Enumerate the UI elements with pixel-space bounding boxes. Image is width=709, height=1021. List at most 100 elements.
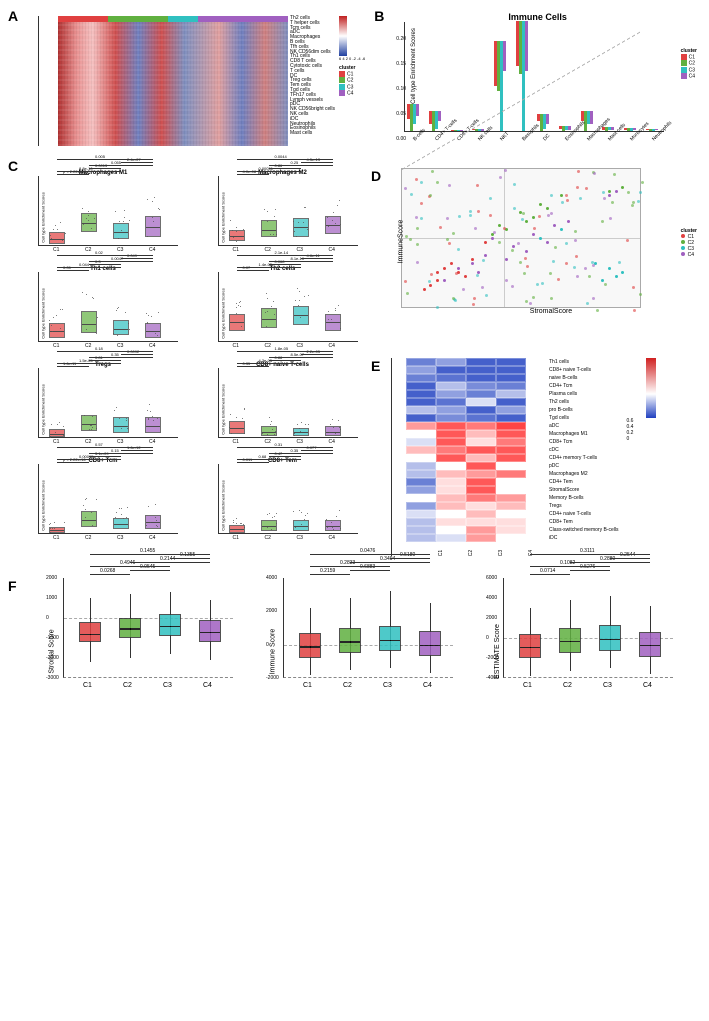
x-label: C3 [603, 682, 612, 689]
scatter-point [532, 233, 535, 236]
boxplot-f: ESTIMATE Score-4000-20000200040006000C1C… [468, 578, 688, 718]
y-label: Immune Score [269, 629, 276, 675]
box [599, 625, 621, 651]
y-tick: 4000 [266, 575, 277, 581]
scatter-point [471, 262, 474, 265]
boxplot: CD8+ TemCell type Enrichment Scores0.011… [198, 458, 368, 548]
heatmap-cell [466, 518, 496, 526]
heatmap-cell [496, 454, 526, 462]
p-value: 0.055 [111, 160, 121, 165]
x-label: C1 [53, 247, 59, 253]
bar-group [494, 41, 506, 131]
col-label: C4 [528, 538, 534, 568]
p-value: 0.02 [95, 250, 103, 255]
heatmap-cell [406, 478, 436, 486]
p-value: 0.31 [275, 442, 283, 447]
scatter-point [423, 288, 426, 291]
x-label: C4 [149, 439, 155, 445]
heatmap-a-body [58, 22, 288, 146]
x-label: C1 [53, 343, 59, 349]
x-label: C3 [297, 343, 303, 349]
legend-item: C4 [681, 73, 697, 79]
panel-a-label: A [8, 8, 18, 24]
box [299, 633, 321, 658]
scatter-point [512, 245, 515, 248]
heatmap-cell [496, 470, 526, 478]
scatter-plot-d [401, 168, 641, 308]
heatmap-cell [436, 414, 466, 422]
scatter-point [525, 220, 528, 223]
y-tick: -3000 [46, 675, 59, 681]
heatmap-cell [436, 502, 466, 510]
x-label: C4 [643, 682, 652, 689]
row-label: pDC [549, 462, 618, 470]
p-value: 0.15 [111, 448, 119, 453]
p-value: 0.35 [111, 352, 119, 357]
x-label: C4 [149, 343, 155, 349]
box [293, 520, 309, 531]
heatmap-cell [436, 358, 466, 366]
box [339, 628, 361, 653]
p-value: 0.0714 [540, 568, 555, 574]
row-label: Th1 cells [549, 358, 618, 366]
scatter-point [532, 216, 535, 219]
heatmap-cell [466, 454, 496, 462]
scatter-ylabel: ImmuneScore [397, 220, 404, 264]
x-label: C3 [163, 682, 172, 689]
y-tick: 0 [46, 615, 49, 621]
row-label: Tregs [549, 502, 618, 510]
scatter-point [484, 241, 487, 244]
p-value: 0.4946 [120, 560, 135, 566]
heatmap-cell [466, 406, 496, 414]
row-label: Memory B-cells [549, 494, 618, 502]
colorbar-icon [339, 16, 347, 56]
row-label: CD4+ naive T-cells [549, 510, 618, 518]
p-value: 0.5276 [580, 564, 595, 570]
box [261, 520, 277, 531]
x-label: C4 [203, 682, 212, 689]
heatmap-cell [496, 430, 526, 438]
heatmap-cell [436, 478, 466, 486]
x-label: C3 [117, 247, 123, 253]
heatmap-cell [406, 358, 436, 366]
bar [655, 129, 658, 131]
bar-group [407, 104, 419, 132]
p-value: 0.2833 [340, 560, 355, 566]
p-value: 0.2880 [600, 556, 615, 562]
heatmap-cell [436, 398, 466, 406]
scatter-point [615, 275, 618, 278]
heatmap-cell [496, 494, 526, 502]
p-value: 0.3111 [580, 548, 595, 554]
row-label: CD4+ Tem [549, 478, 618, 486]
bar [546, 114, 549, 124]
dendrogram-icon [38, 16, 58, 146]
heatmap-cell [466, 438, 496, 446]
heatmap-cell [466, 382, 496, 390]
x-label: C3 [297, 247, 303, 253]
p-value: 0.2544 [620, 552, 635, 558]
heatmap-cell [496, 518, 526, 526]
heatmap-cell [436, 406, 466, 414]
y-tick: 6000 [486, 575, 497, 581]
heatmap-cell [496, 406, 526, 414]
scatter-point [553, 224, 556, 227]
heatmap-cell [436, 486, 466, 494]
scatter-point [457, 267, 460, 270]
scatter-point [615, 190, 618, 193]
row-label: CD8+ naive T-cells [549, 366, 618, 374]
box [145, 515, 161, 529]
bar [503, 41, 506, 71]
heatmap-cell [406, 430, 436, 438]
panel-e-label: E [371, 358, 380, 374]
x-label: C1 [53, 535, 59, 541]
heatmap-cell [496, 374, 526, 382]
panel-d: D StromalScore ImmuneScore cluster C1C2C… [371, 168, 701, 348]
p-value: 0.18 [95, 346, 103, 351]
heatmap-cell [436, 454, 466, 462]
scatter-point [539, 203, 542, 206]
legend-item: C4 [339, 90, 365, 96]
heatmap-cell [406, 462, 436, 470]
row-label: cDC [549, 446, 618, 454]
panel-b-label: B [374, 8, 384, 24]
bar-chart-b [404, 22, 664, 132]
